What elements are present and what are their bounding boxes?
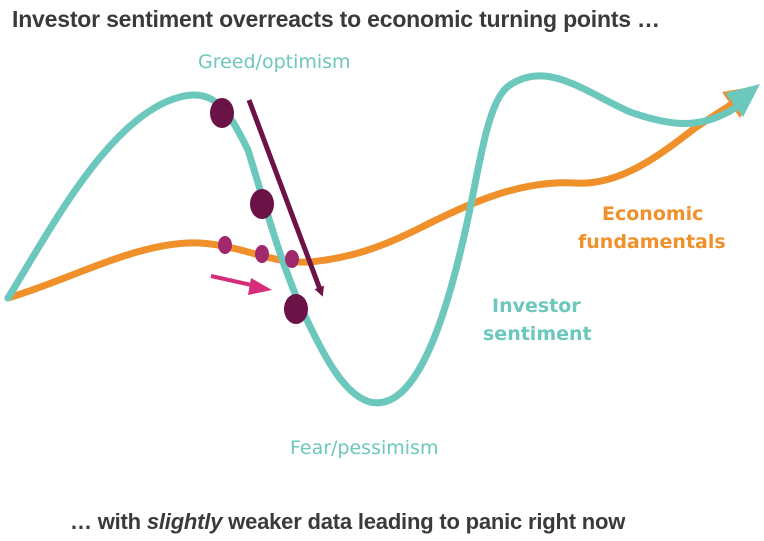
investor-sentiment-line bbox=[4, 72, 749, 407]
investor-sentiment-arrowhead bbox=[725, 84, 760, 117]
investor-sentiment-label-line2: sentiment bbox=[483, 323, 592, 345]
magenta-arrowhead bbox=[248, 278, 272, 295]
fundamentals-dot-1 bbox=[218, 236, 232, 254]
subtitle-suffix: weaker data leading to panic right now bbox=[222, 509, 626, 534]
subtitle-prefix: … with bbox=[70, 509, 147, 534]
economic-fundamentals-label-line2: fundamentals bbox=[578, 231, 726, 253]
sentiment-dot-1 bbox=[210, 98, 234, 128]
economic-fundamentals-label-line1: Economic bbox=[602, 203, 703, 225]
diagram-title: Investor sentiment overreacts to economi… bbox=[12, 6, 660, 32]
economic-fundamentals-line bbox=[4, 98, 739, 302]
investor-sentiment-label-line1: Investor bbox=[492, 295, 581, 317]
sentiment-dot-3 bbox=[284, 294, 308, 324]
fear-label: Fear/pessimism bbox=[290, 437, 438, 459]
fundamentals-dot-2 bbox=[255, 245, 269, 263]
diagram-subtitle: … with slightly weaker data leading to p… bbox=[70, 509, 760, 535]
downward-dark-arrow bbox=[246, 99, 324, 297]
fundamentals-dot-3 bbox=[285, 250, 299, 268]
sentiment-dot-2 bbox=[250, 189, 274, 219]
magenta-right-arrow bbox=[210, 274, 257, 288]
subtitle-emphasis: slightly bbox=[146, 509, 223, 534]
greed-label: Greed/optimism bbox=[198, 51, 351, 73]
